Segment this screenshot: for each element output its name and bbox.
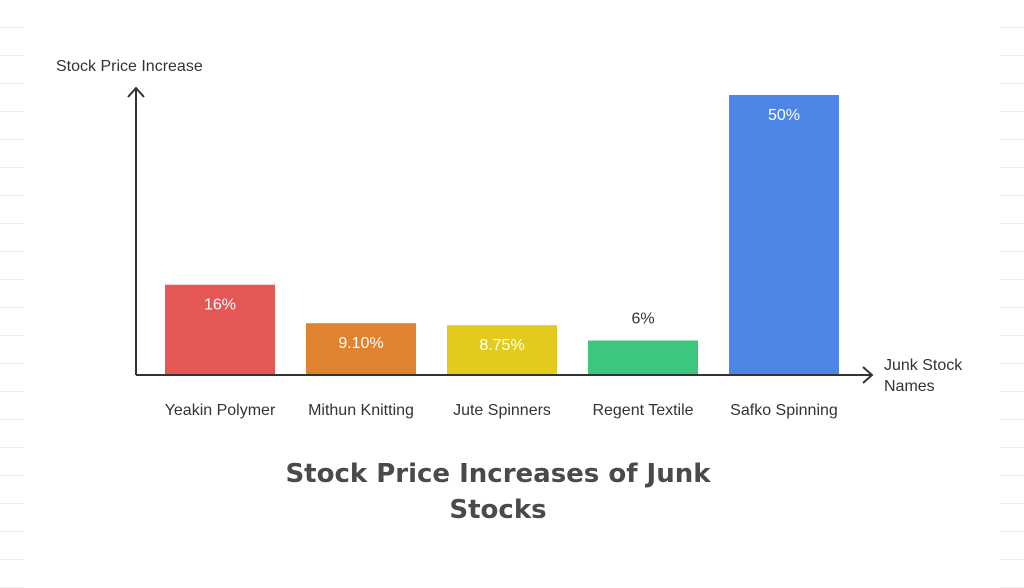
x-axis-label-line-1: Junk Stock — [884, 357, 963, 374]
value-label-2: 8.75% — [479, 337, 524, 354]
y-axis-label: Stock Price Increase — [56, 58, 203, 75]
value-label-3: 6% — [631, 311, 654, 328]
category-label-2: Jute Spinners — [453, 402, 551, 419]
category-label-1: Mithun Knitting — [308, 402, 414, 419]
y-axis-arrow-icon — [127, 86, 145, 98]
category-label-0: Yeakin Polymer — [165, 402, 276, 419]
category-label-4: Safko Spinning — [730, 402, 838, 419]
category-labels: Yeakin Polymer Mithun Knitting Jute Spinne… — [165, 402, 838, 419]
right-guide-lines — [1000, 0, 1024, 588]
value-labels: 16% 9.10% 8.75% 6% 50% — [204, 107, 800, 354]
bar-3 — [588, 340, 698, 374]
bar-4 — [729, 95, 839, 374]
bar-1 — [306, 323, 416, 374]
chart-title: Stock Price Increases of Junk Stocks — [285, 459, 711, 525]
category-label-3: Regent Textile — [592, 402, 693, 419]
value-label-1: 9.10% — [338, 335, 383, 352]
x-axis-label-line-2: Names — [884, 378, 935, 395]
value-label-0: 16% — [204, 297, 236, 314]
bar-chart: Stock Price Increase Junk Stock Names 16… — [56, 58, 963, 419]
axes — [127, 86, 874, 384]
value-label-4: 50% — [768, 107, 800, 124]
left-guide-lines — [0, 0, 24, 588]
bars — [165, 95, 839, 374]
bar-0 — [165, 284, 275, 374]
bar-2 — [447, 325, 557, 374]
x-axis-arrow-icon — [862, 366, 874, 384]
